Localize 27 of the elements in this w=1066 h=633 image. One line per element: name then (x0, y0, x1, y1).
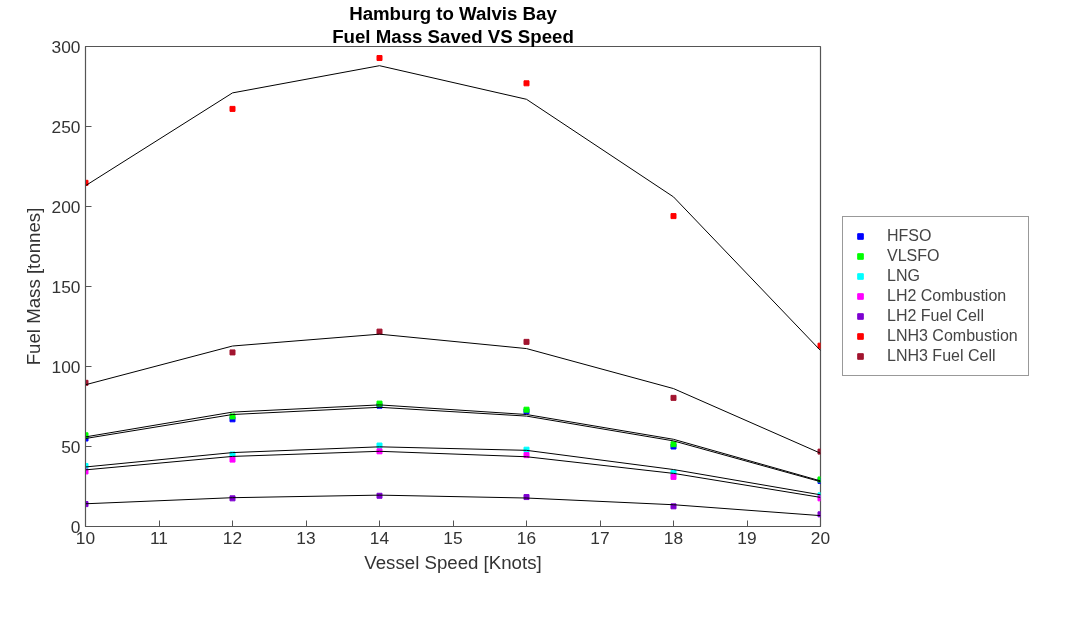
y-tick-label: 50 (61, 436, 81, 457)
y-axis-title: Fuel Mass [tonnes] (22, 207, 44, 366)
y-tick-label: 200 (51, 196, 81, 217)
x-tick-label: 11 (150, 527, 169, 548)
legend-label: LNG (887, 267, 920, 285)
chart-title: Hamburg to Walvis Bay (349, 2, 558, 24)
x-tick-label: 13 (296, 527, 316, 548)
chart-subtitle: Fuel Mass Saved VS Speed (332, 25, 574, 47)
legend-label: LH2 Combustion (887, 287, 1007, 305)
y-tick-label: 150 (51, 276, 81, 297)
x-tick-label: 12 (222, 527, 243, 548)
legend-label: LNH3 Combustion (887, 327, 1018, 345)
legend-label: LH2 Fuel Cell (887, 307, 984, 325)
legend-label: VLSFO (887, 247, 940, 265)
y-tick-label: 300 (51, 36, 81, 57)
x-tick-label: 17 (590, 527, 610, 548)
x-tick-label: 15 (443, 527, 463, 548)
legend-label: HFSO (887, 227, 932, 245)
x-tick-label: 14 (369, 527, 390, 548)
y-tick-label: 250 (51, 116, 81, 137)
y-tick-label: 100 (51, 356, 81, 377)
x-tick-label: 19 (737, 527, 757, 548)
legend-label: LNH3 Fuel Cell (887, 347, 996, 365)
x-tick-label: 18 (663, 527, 684, 548)
x-tick-label: 20 (810, 527, 831, 548)
x-tick-label: 16 (516, 527, 537, 548)
x-axis-title: Vessel Speed [Knots] (364, 551, 542, 573)
